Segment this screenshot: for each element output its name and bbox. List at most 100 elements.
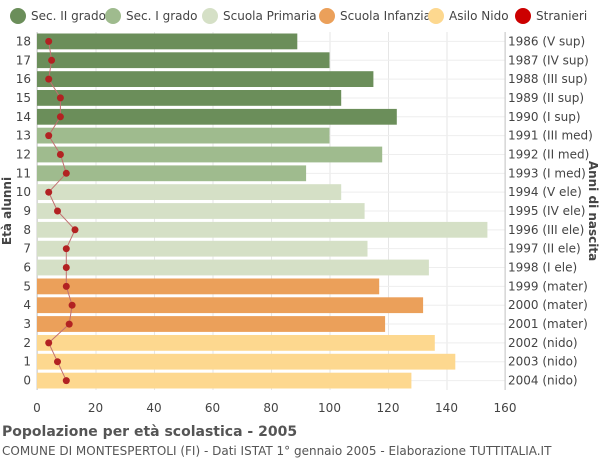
birth-year-label: 1991 (III med) [508,129,593,143]
stranieri-point-age-1 [54,358,61,366]
birth-year-tick-labels: 1986 (V sup) 1987 (IV sup) 1988 (III sup) 1… [508,34,593,387]
birth-year-label: 1997 (II ele) [508,242,581,256]
bar-age-0 [37,372,412,389]
age-label: 8 [23,223,31,237]
birth-year-label: 2003 (nido) [508,355,578,369]
stranieri-series [45,37,79,385]
birth-year-label: 2002 (nido) [508,336,578,350]
legend-label: Scuola Infanzia [340,9,431,23]
age-label: 2 [23,336,31,350]
bar-age-2 [37,335,435,351]
legend-label: Asilo Nido [449,9,509,23]
bar-age-1 [37,353,456,370]
stranieri-point-age-18 [45,37,53,45]
stranieri-point-age-14 [56,113,64,121]
bar-age-18 [37,33,298,50]
birth-year-label: 1993 (I med) [508,166,586,180]
stranieri-point-age-16 [45,75,53,83]
bar-age-7 [37,240,368,257]
x-tick-label: 40 [146,401,161,415]
x-tick-label: 60 [205,401,220,415]
stranieri-point-age-6 [62,264,70,271]
legend-swatch [105,8,121,24]
stranieri-point-age-7 [62,245,70,253]
birth-year-label: 1994 (V ele) [508,185,582,199]
birth-year-label: 1998 (I ele) [508,261,577,275]
legend-label: Sec. I grado [126,9,197,23]
stranieri-point-age-2 [45,339,53,347]
bar-age-8 [37,221,488,238]
age-label: 17 [16,53,31,67]
x-tick-label: 80 [263,401,278,415]
birth-year-label: 1995 (IV ele) [508,204,585,218]
bar-age-6 [37,259,429,276]
birth-year-label: 2001 (mater) [508,317,588,331]
x-tick-label: 100 [318,401,341,415]
age-label: 5 [23,279,31,293]
bar-age-12 [37,146,383,163]
legend-label: Scuola Primaria [223,9,317,23]
birth-year-label: 1988 (III sup) [508,72,588,86]
birth-year-label: 1986 (V sup) [508,34,585,48]
stranieri-point-age-13 [45,132,53,140]
age-label: 9 [23,204,31,218]
bar-age-14 [37,108,397,125]
x-tick-labels: 0 20 40 60 80 100 120 140 160 [33,401,516,415]
population-chart: Sec. II grado Sec. I grado Scuola Primaria… [0,8,600,415]
age-label: 11 [16,166,31,180]
age-label: 7 [23,242,31,256]
stranieri-point-age-3 [65,320,73,328]
y-axis-title-right: Anni di nascita [586,161,600,261]
stranieri-point-age-4 [68,301,76,309]
bar-age-11 [37,165,307,182]
bar-age-4 [37,297,424,314]
age-label: 3 [23,317,31,331]
legend-swatch [515,8,531,24]
bar-age-15 [37,90,342,106]
age-label: 0 [23,374,31,388]
age-label: 15 [16,91,31,105]
legend-swatch [428,8,444,24]
birth-year-label: 2004 (nido) [508,374,578,388]
chart-title: Popolazione per età scolastica - 2005 [2,424,298,440]
bar-age-3 [37,316,386,332]
legend-swatch [202,8,218,24]
bar-age-17 [37,52,330,69]
stranieri-point-age-5 [62,282,70,290]
y-axis-title-left: Età alunni [0,177,14,245]
birth-year-label: 1990 (I sup) [508,110,581,124]
bar-age-9 [37,203,365,219]
x-tick-label: 20 [88,401,103,415]
legend-swatch [10,8,26,24]
birth-year-label: 1992 (II med) [508,148,589,162]
chart-subtitle: COMUNE DI MONTESPERTOLI (FI) - Dati ISTA… [2,444,552,458]
bar-age-5 [37,278,380,295]
birth-year-label: 1999 (mater) [508,279,588,293]
age-label: 18 [16,34,31,48]
age-label: 13 [16,129,31,143]
birth-year-label: 1989 (II sup) [508,91,584,105]
stranieri-point-age-10 [45,188,53,196]
age-label: 4 [23,298,31,312]
bar-age-16 [37,71,374,87]
legend: Sec. II grado Sec. I grado Scuola Primaria… [10,8,587,24]
age-label: 6 [23,261,31,275]
bar-age-10 [37,184,342,200]
x-tick-label: 120 [377,401,400,415]
age-label: 10 [16,185,31,199]
x-tick-label: 0 [33,401,41,415]
age-label: 1 [23,355,31,369]
x-tick-label: 140 [435,401,458,415]
birth-year-label: 2000 (mater) [508,298,588,312]
birth-year-label: 1987 (IV sup) [508,53,589,67]
stranieri-point-age-12 [56,151,64,158]
legend-swatch [319,8,335,24]
stranieri-point-age-9 [54,207,61,215]
stranieri-point-age-17 [48,56,56,64]
stranieri-point-age-0 [62,377,70,385]
stranieri-point-age-15 [56,94,64,102]
stranieri-point-age-8 [71,226,79,234]
legend-label: Stranieri [536,9,587,23]
bar-age-13 [37,127,330,144]
